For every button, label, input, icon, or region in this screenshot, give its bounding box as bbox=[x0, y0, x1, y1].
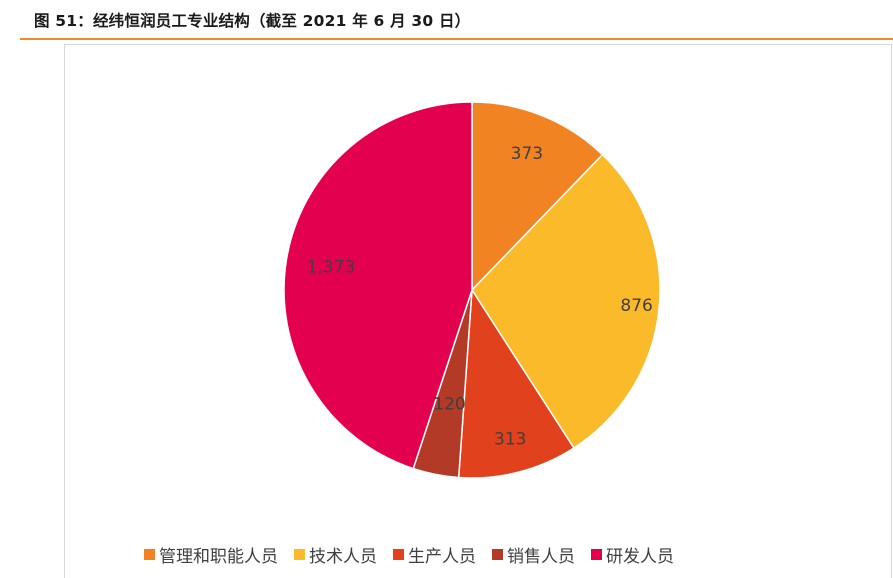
legend-swatch bbox=[144, 548, 155, 560]
legend-label: 管理和职能人员 bbox=[159, 546, 278, 567]
pie-slice-5 bbox=[283, 101, 473, 470]
legend-item-4: 销售人员 bbox=[492, 542, 575, 567]
legend-label: 生产人员 bbox=[408, 546, 476, 567]
legend-swatch bbox=[294, 548, 305, 560]
pie-data-labels: 373 876 313 120 1,373 bbox=[307, 144, 653, 449]
chart-legend: 管理和职能人员 技术人员 生产人员 销售人员 研发人员 bbox=[144, 540, 674, 568]
legend-item-3: 生产人员 bbox=[393, 542, 476, 567]
figure-title: 图 51：经纬恒润员工专业结构（截至 2021 年 6 月 30 日） bbox=[34, 12, 471, 30]
legend-label: 技术人员 bbox=[309, 546, 377, 567]
pie-slice-1 bbox=[471, 101, 604, 292]
pie-slice-3 bbox=[457, 287, 575, 479]
pie-slice-2 bbox=[471, 153, 661, 450]
legend-swatch bbox=[393, 548, 404, 560]
pie-slices bbox=[283, 101, 661, 479]
legend-item-1: 管理和职能人员 bbox=[144, 542, 278, 567]
legend-label: 销售人员 bbox=[507, 546, 575, 567]
legend-item-2: 技术人员 bbox=[294, 542, 377, 567]
legend-label: 研发人员 bbox=[606, 546, 674, 567]
data-label-2: 876 bbox=[620, 296, 652, 316]
title-divider bbox=[20, 38, 893, 40]
legend-swatch bbox=[591, 548, 602, 560]
legend-item-5: 研发人员 bbox=[591, 542, 674, 567]
legend-swatch bbox=[492, 548, 503, 560]
data-label-1: 373 bbox=[511, 144, 543, 164]
data-label-5: 1,373 bbox=[307, 257, 356, 277]
data-label-4: 120 bbox=[433, 394, 465, 414]
data-label-3: 313 bbox=[494, 429, 526, 449]
